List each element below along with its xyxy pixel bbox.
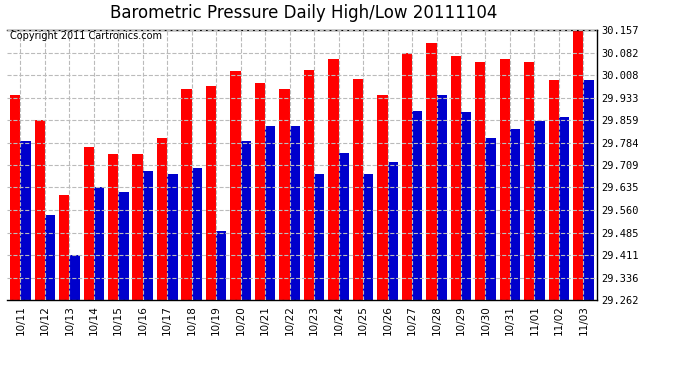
Bar <box>167 174 177 300</box>
Bar <box>377 96 388 300</box>
Bar <box>426 43 437 300</box>
Bar <box>353 79 363 300</box>
Bar <box>388 162 398 300</box>
Bar <box>59 195 69 300</box>
Bar <box>290 126 300 300</box>
Bar <box>339 153 349 300</box>
Bar <box>255 83 265 300</box>
Bar <box>118 192 128 300</box>
Bar <box>412 111 422 300</box>
Bar <box>181 89 192 300</box>
Bar <box>192 168 202 300</box>
Bar <box>486 138 495 300</box>
Bar <box>34 120 45 300</box>
Bar <box>573 30 583 300</box>
Bar <box>583 80 593 300</box>
Bar <box>461 112 471 300</box>
Bar <box>363 174 373 300</box>
Bar <box>206 86 216 300</box>
Bar <box>475 62 486 300</box>
Bar <box>241 141 251 300</box>
Bar <box>10 96 21 300</box>
Bar <box>143 171 153 300</box>
Bar <box>108 154 118 300</box>
Bar <box>451 56 461 300</box>
Bar <box>524 62 535 300</box>
Bar <box>45 214 55 300</box>
Bar <box>437 96 447 300</box>
Bar <box>402 53 412 300</box>
Bar <box>265 126 275 300</box>
Bar <box>304 70 314 300</box>
Text: Barometric Pressure Daily High/Low 20111104: Barometric Pressure Daily High/Low 20111… <box>110 4 497 22</box>
Bar <box>69 255 79 300</box>
Bar <box>500 59 510 300</box>
Bar <box>510 129 520 300</box>
Bar <box>314 174 324 300</box>
Bar <box>535 121 544 300</box>
Bar <box>132 154 143 300</box>
Bar <box>328 59 339 300</box>
Bar <box>83 147 94 300</box>
Bar <box>216 231 226 300</box>
Bar <box>559 117 569 300</box>
Bar <box>157 138 167 300</box>
Text: Copyright 2011 Cartronics.com: Copyright 2011 Cartronics.com <box>10 32 162 41</box>
Bar <box>94 188 104 300</box>
Bar <box>549 80 559 300</box>
Bar <box>279 89 290 300</box>
Bar <box>21 141 30 300</box>
Bar <box>230 71 241 300</box>
